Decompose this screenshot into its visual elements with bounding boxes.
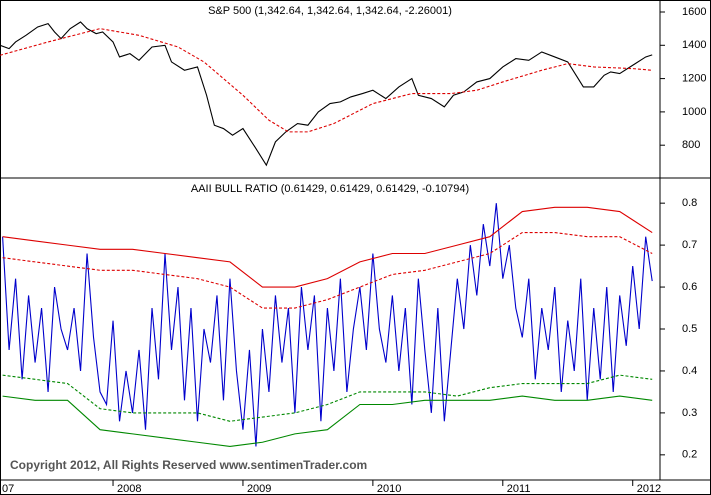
x-tick-label: 2011 bbox=[507, 483, 531, 495]
y-tick-label: 800 bbox=[682, 139, 700, 151]
panel-title: S&P 500 (1,342.64, 1,342.64, 1,342.64, -… bbox=[208, 5, 452, 17]
series-line bbox=[0, 28, 653, 133]
series-line bbox=[0, 21, 653, 167]
plot-area bbox=[2, 203, 653, 447]
y-tick-label: 0.3 bbox=[682, 407, 697, 419]
x-tick-label: 2012 bbox=[637, 483, 661, 495]
y-tick-label: 0.2 bbox=[682, 449, 697, 461]
y-tick-label: 0.4 bbox=[682, 365, 697, 377]
x-tick-label: 2008 bbox=[117, 483, 141, 495]
series-line bbox=[2, 374, 653, 422]
y-tick-label: 0.8 bbox=[682, 197, 697, 209]
x-tick-label: 07 bbox=[2, 483, 14, 495]
plot-area bbox=[0, 21, 653, 167]
series-line bbox=[2, 203, 653, 447]
y-tick-label: 1400 bbox=[682, 39, 706, 51]
x-tick-label: 2010 bbox=[377, 483, 401, 495]
y-tick-label: 1000 bbox=[682, 106, 706, 118]
y-tick-label: 0.7 bbox=[682, 239, 697, 251]
y-tick-label: 0.6 bbox=[682, 281, 697, 293]
copyright: Copyright 2012, All Rights Reserved www.… bbox=[10, 458, 367, 472]
y-tick-label: 0.5 bbox=[682, 323, 697, 335]
y-tick-label: 1600 bbox=[682, 6, 706, 18]
series-line bbox=[2, 206, 653, 288]
y-tick-label: 1200 bbox=[682, 72, 706, 84]
panel-title: AAII BULL RATIO (0.61429, 0.61429, 0.614… bbox=[191, 183, 469, 195]
series-line bbox=[2, 395, 653, 447]
x-tick-label: 2009 bbox=[247, 483, 271, 495]
